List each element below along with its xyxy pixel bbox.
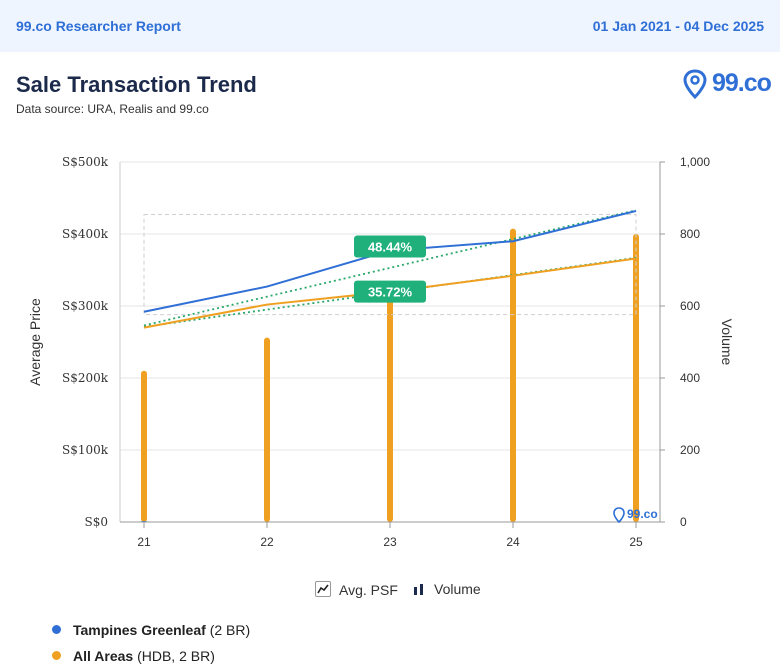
location-pin-icon [613, 507, 625, 524]
series-detail: (2 BR) [209, 622, 251, 638]
change-annotations: 48.44% 35.72% [354, 235, 426, 303]
x-tick-label: 25 [629, 535, 643, 549]
y-right-tick-label: 400 [680, 371, 700, 385]
volume-bar [387, 293, 393, 522]
range-box-outline [143, 214, 637, 316]
y-right-tick-label: 600 [680, 299, 700, 313]
change-badge-text: 35.72% [368, 285, 413, 300]
line-chart-icon [315, 581, 331, 597]
y-right-tick-label: 1,000 [680, 155, 710, 169]
brand-logo [683, 69, 707, 100]
y-right-tick-label: 800 [680, 227, 700, 241]
volume-bar [510, 228, 516, 522]
brand-logo-text: 99.co [712, 69, 772, 97]
volume-bar [264, 337, 270, 522]
bar-chart-icon [412, 582, 426, 596]
range-box [143, 214, 637, 316]
legend-toggle-avg-psf-label: Avg. PSF [339, 582, 398, 598]
series-name: Tampines Greenleaf [73, 622, 206, 638]
legend-toggle-volume-label: Volume [434, 581, 481, 597]
watermark-text: 99.co [627, 507, 658, 521]
y-left-tick-label: S$400k [62, 227, 109, 241]
change-badge-text: 48.44% [368, 240, 413, 255]
data-source-note: Data source: URA, Realis and 99.co [16, 102, 209, 116]
y-left-tick-label: S$500k [62, 155, 109, 169]
x-tick-label: 21 [137, 535, 151, 549]
x-tick-label: 22 [260, 535, 274, 549]
change-badge-bg [354, 280, 426, 303]
change-badge: 35.72% [354, 280, 426, 303]
y-left-tick-label: S$0 [85, 515, 109, 529]
y-left-tick-label: S$300k [62, 299, 109, 313]
volume-bars [141, 228, 639, 522]
volume-bar [633, 234, 639, 522]
volume-bar [141, 370, 147, 522]
x-tick-label: 23 [383, 535, 397, 549]
change-badge: 48.44% [354, 235, 426, 258]
series-legend-item: All Areas (HDB, 2 BR) [52, 648, 215, 664]
location-pin-icon [683, 69, 707, 100]
y-left-axis-label: Average Price [27, 298, 43, 386]
series-legend-item: Tampines Greenleaf (2 BR) [52, 622, 250, 638]
trendline [143, 209, 637, 327]
chart-watermark: 99.co [613, 507, 658, 524]
series-name: All Areas [73, 648, 134, 664]
series-color-dot [52, 651, 61, 660]
y-right-axis-label: Volume [719, 319, 735, 366]
y-right-tick-label: 200 [680, 443, 700, 457]
change-badge-bg [354, 235, 426, 258]
trendlines [143, 209, 637, 328]
report-name: 99.co Researcher Report [16, 18, 181, 34]
series-detail: (HDB, 2 BR) [137, 648, 215, 664]
chart-title: Sale Transaction Trend [16, 72, 257, 97]
legend-toggle-volume[interactable]: Volume [412, 581, 481, 597]
report-date-range: 01 Jan 2021 - 04 Dec 2025 [592, 18, 764, 34]
legend-toggle-avg-psf[interactable]: Avg. PSF [315, 581, 398, 598]
report-header-bar: 99.co Researcher Report 01 Jan 2021 - 04… [0, 0, 780, 52]
series-color-dot [52, 625, 61, 634]
y-left-tick-label: S$100k [62, 443, 109, 457]
y-right-tick-label: 0 [680, 515, 687, 529]
chart-axes: S$0 0 S$100k 200 S$200k 400 S$300k 600 S$400k 800… [27, 155, 735, 549]
x-tick-label: 24 [506, 535, 520, 549]
y-left-tick-label: S$200k [62, 371, 109, 385]
